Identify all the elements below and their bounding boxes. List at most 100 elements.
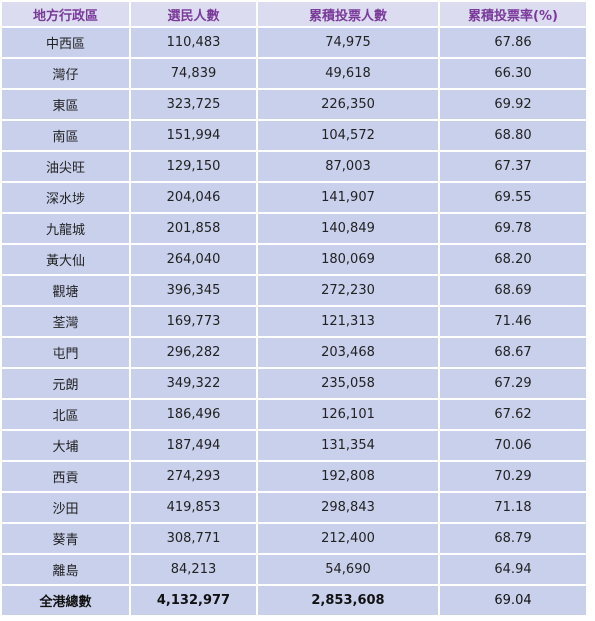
cumulative-turnout-cell: 104,572 xyxy=(258,121,438,150)
table-row: 元朗 349,322 235,058 67.29 xyxy=(2,369,586,398)
district-cell: 離島 xyxy=(2,555,129,584)
table-row: 九龍城 201,858 140,849 69.78 xyxy=(2,214,586,243)
registered-voters-cell: 323,725 xyxy=(131,90,256,119)
table-row: 油尖旺 129,150 87,003 67.37 xyxy=(2,152,586,181)
district-cell: 北區 xyxy=(2,400,129,429)
cumulative-turnout-cell: 126,101 xyxy=(258,400,438,429)
registered-voters-cell: 274,293 xyxy=(131,462,256,491)
registered-voters-cell: 74,839 xyxy=(131,59,256,88)
table-row: 灣仔 74,839 49,618 66.30 xyxy=(2,59,586,88)
district-cell: 深水埗 xyxy=(2,183,129,212)
cumulative-turnout-cell: 180,069 xyxy=(258,245,438,274)
header-registered-voters: 選民人數 xyxy=(131,2,256,26)
turnout-rate-cell: 71.46 xyxy=(440,307,586,336)
turnout-rate-cell: 69.78 xyxy=(440,214,586,243)
total-turnout-rate-cell: 69.04 xyxy=(440,586,586,615)
cumulative-turnout-cell: 131,354 xyxy=(258,431,438,460)
district-cell: 屯門 xyxy=(2,338,129,367)
turnout-rate-cell: 68.79 xyxy=(440,524,586,553)
cumulative-turnout-cell: 192,808 xyxy=(258,462,438,491)
cumulative-turnout-cell: 141,907 xyxy=(258,183,438,212)
registered-voters-cell: 264,040 xyxy=(131,245,256,274)
registered-voters-cell: 187,494 xyxy=(131,431,256,460)
cumulative-turnout-cell: 203,468 xyxy=(258,338,438,367)
cumulative-turnout-cell: 54,690 xyxy=(258,555,438,584)
district-cell: 九龍城 xyxy=(2,214,129,243)
district-cell: 油尖旺 xyxy=(2,152,129,181)
table-row: 離島 84,213 54,690 64.94 xyxy=(2,555,586,584)
registered-voters-cell: 169,773 xyxy=(131,307,256,336)
district-cell: 西貢 xyxy=(2,462,129,491)
total-row: 全港總數 4,132,977 2,853,608 69.04 xyxy=(2,586,586,615)
table-row: 中西區 110,483 74,975 67.86 xyxy=(2,28,586,57)
district-cell: 元朗 xyxy=(2,369,129,398)
table-row: 沙田 419,853 298,843 71.18 xyxy=(2,493,586,522)
registered-voters-cell: 204,046 xyxy=(131,183,256,212)
turnout-rate-cell: 68.20 xyxy=(440,245,586,274)
turnout-rate-cell: 66.30 xyxy=(440,59,586,88)
turnout-rate-cell: 68.69 xyxy=(440,276,586,305)
table-header-row: 地方行政區 選民人數 累積投票人數 累積投票率(%) xyxy=(2,2,586,26)
table-row: 深水埗 204,046 141,907 69.55 xyxy=(2,183,586,212)
table-body: 中西區 110,483 74,975 67.86 灣仔 74,839 49,618 66.30… xyxy=(2,28,586,615)
table-row: 北區 186,496 126,101 67.62 xyxy=(2,400,586,429)
cumulative-turnout-cell: 121,313 xyxy=(258,307,438,336)
turnout-rate-cell: 67.37 xyxy=(440,152,586,181)
turnout-rate-cell: 64.94 xyxy=(440,555,586,584)
total-district-cell: 全港總數 xyxy=(2,586,129,615)
results-table-container: 地方行政區 選民人數 累積投票人數 累積投票率(%) 中西區 110,483 74,… xyxy=(0,0,586,617)
cumulative-turnout-cell: 49,618 xyxy=(258,59,438,88)
district-cell: 南區 xyxy=(2,121,129,150)
registered-voters-cell: 201,858 xyxy=(131,214,256,243)
district-cell: 沙田 xyxy=(2,493,129,522)
registered-voters-cell: 308,771 xyxy=(131,524,256,553)
turnout-rate-cell: 68.80 xyxy=(440,121,586,150)
district-cell: 灣仔 xyxy=(2,59,129,88)
registered-voters-cell: 84,213 xyxy=(131,555,256,584)
district-cell: 中西區 xyxy=(2,28,129,57)
district-cell: 黃大仙 xyxy=(2,245,129,274)
table-row: 屯門 296,282 203,468 68.67 xyxy=(2,338,586,367)
total-cumulative-turnout-cell: 2,853,608 xyxy=(258,586,438,615)
registered-voters-cell: 151,994 xyxy=(131,121,256,150)
table-row: 西貢 274,293 192,808 70.29 xyxy=(2,462,586,491)
turnout-rate-cell: 69.92 xyxy=(440,90,586,119)
turnout-rate-cell: 69.55 xyxy=(440,183,586,212)
district-cell: 大埔 xyxy=(2,431,129,460)
table-row: 葵青 308,771 212,400 68.79 xyxy=(2,524,586,553)
table-row: 觀塘 396,345 272,230 68.69 xyxy=(2,276,586,305)
page-edge xyxy=(586,0,595,621)
district-cell: 東區 xyxy=(2,90,129,119)
registered-voters-cell: 296,282 xyxy=(131,338,256,367)
cumulative-turnout-cell: 140,849 xyxy=(258,214,438,243)
cumulative-turnout-cell: 87,003 xyxy=(258,152,438,181)
table-row: 荃灣 169,773 121,313 71.46 xyxy=(2,307,586,336)
district-cell: 觀塘 xyxy=(2,276,129,305)
header-cumulative-turnout-rate: 累積投票率(%) xyxy=(440,2,586,26)
turnout-rate-cell: 67.29 xyxy=(440,369,586,398)
registered-voters-cell: 129,150 xyxy=(131,152,256,181)
turnout-rate-cell: 68.67 xyxy=(440,338,586,367)
turnout-rate-cell: 70.29 xyxy=(440,462,586,491)
cumulative-turnout-cell: 235,058 xyxy=(258,369,438,398)
table-row: 大埔 187,494 131,354 70.06 xyxy=(2,431,586,460)
header-district: 地方行政區 xyxy=(2,2,129,26)
cumulative-turnout-cell: 272,230 xyxy=(258,276,438,305)
cumulative-turnout-cell: 212,400 xyxy=(258,524,438,553)
registered-voters-cell: 186,496 xyxy=(131,400,256,429)
registered-voters-cell: 419,853 xyxy=(131,493,256,522)
turnout-rate-cell: 67.62 xyxy=(440,400,586,429)
cumulative-turnout-cell: 298,843 xyxy=(258,493,438,522)
table-row: 南區 151,994 104,572 68.80 xyxy=(2,121,586,150)
total-registered-voters-cell: 4,132,977 xyxy=(131,586,256,615)
cumulative-turnout-cell: 226,350 xyxy=(258,90,438,119)
registered-voters-cell: 396,345 xyxy=(131,276,256,305)
turnout-rate-cell: 71.18 xyxy=(440,493,586,522)
district-cell: 葵青 xyxy=(2,524,129,553)
header-cumulative-turnout: 累積投票人數 xyxy=(258,2,438,26)
table-row: 東區 323,725 226,350 69.92 xyxy=(2,90,586,119)
table-row: 黃大仙 264,040 180,069 68.20 xyxy=(2,245,586,274)
turnout-rate-cell: 67.86 xyxy=(440,28,586,57)
district-cell: 荃灣 xyxy=(2,307,129,336)
